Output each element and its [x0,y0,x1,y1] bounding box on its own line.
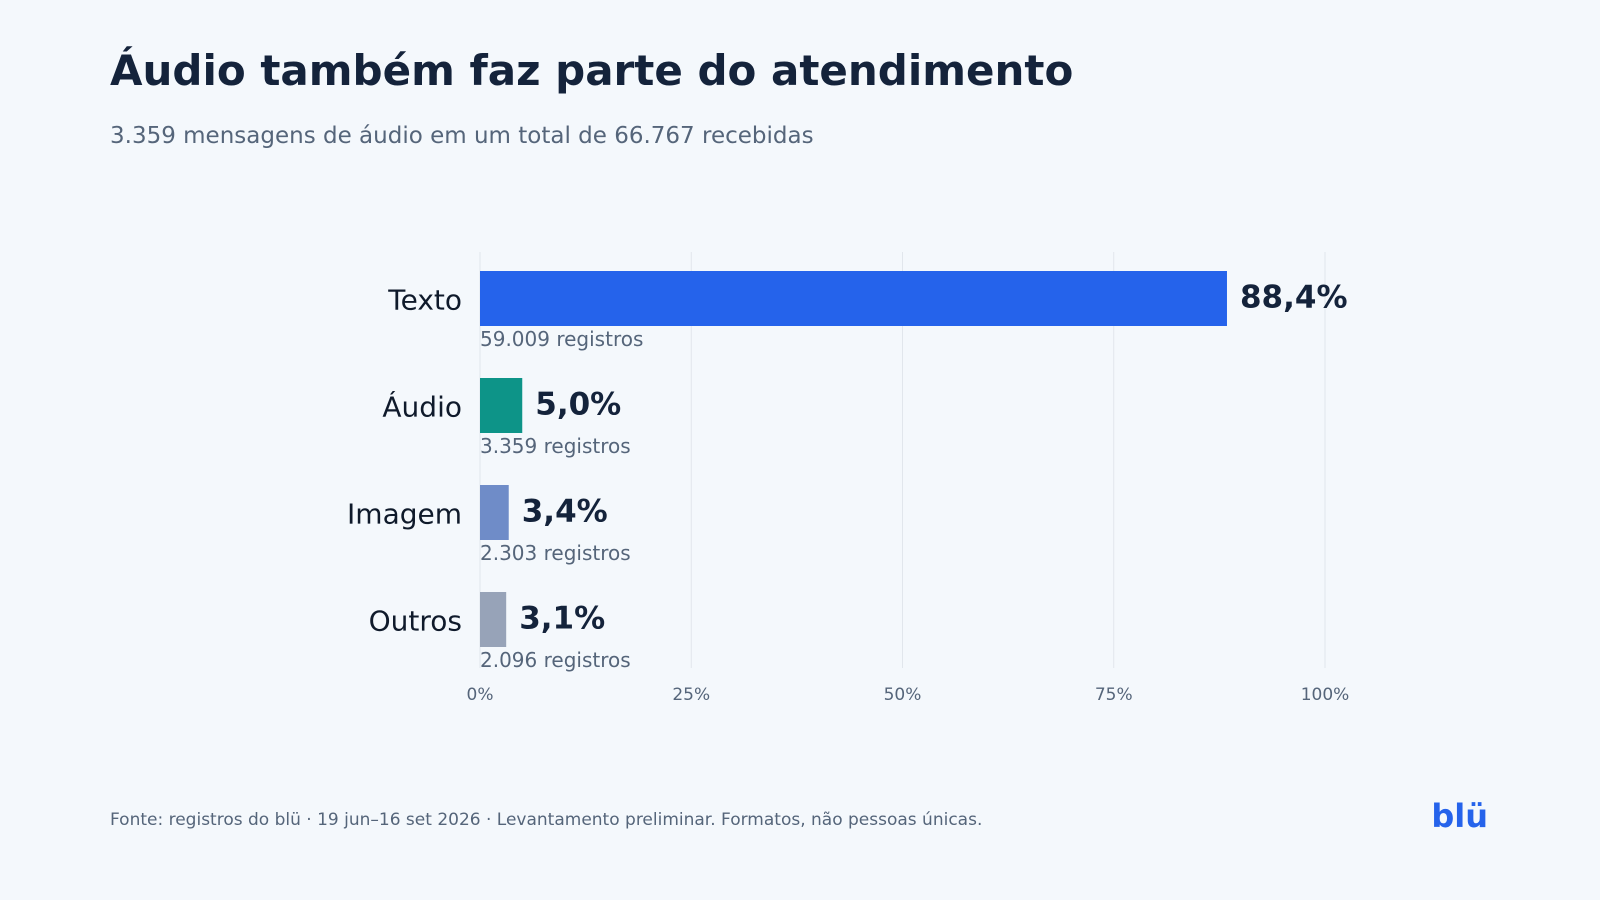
x-tick-label: 75% [1095,685,1133,705]
value-label: 88,4% [1240,280,1348,316]
count-label: 59.009 registros [480,327,643,351]
count-label: 2.303 registros [480,541,631,565]
x-axis-ticks: 0% 25% 50% 75% 100% [467,685,1350,705]
bars [480,271,1227,647]
bar-2 [480,485,509,540]
count-label: 2.096 registros [480,648,631,672]
chart-title: Áudio também faz parte do atendimento [110,46,1074,95]
value-label: 3,1% [519,601,605,637]
chart-subtitle: 3.359 mensagens de áudio em um total de … [110,123,814,149]
category-label: Áudio [382,390,462,424]
bar-0 [480,271,1227,326]
x-tick-label: 25% [672,685,710,705]
count-label: 3.359 registros [480,434,631,458]
brand-logo: blü [1431,797,1488,835]
bar-labels: Texto 88,4% 59.009 registros Áudio 5,0% 3.359… [347,280,1347,673]
category-label: Imagem [347,498,462,531]
x-tick-label: 100% [1301,685,1350,705]
bar-3 [480,592,507,647]
x-tick-label: 50% [884,685,922,705]
bar-1 [480,378,523,433]
category-label: Outros [369,605,462,638]
x-tick-label: 0% [467,685,494,705]
category-label: Texto [387,284,462,317]
value-label: 3,4% [522,494,608,530]
source-note: Fonte: registros do blü · 19 jun–16 set … [110,810,983,830]
value-label: 5,0% [535,387,621,423]
